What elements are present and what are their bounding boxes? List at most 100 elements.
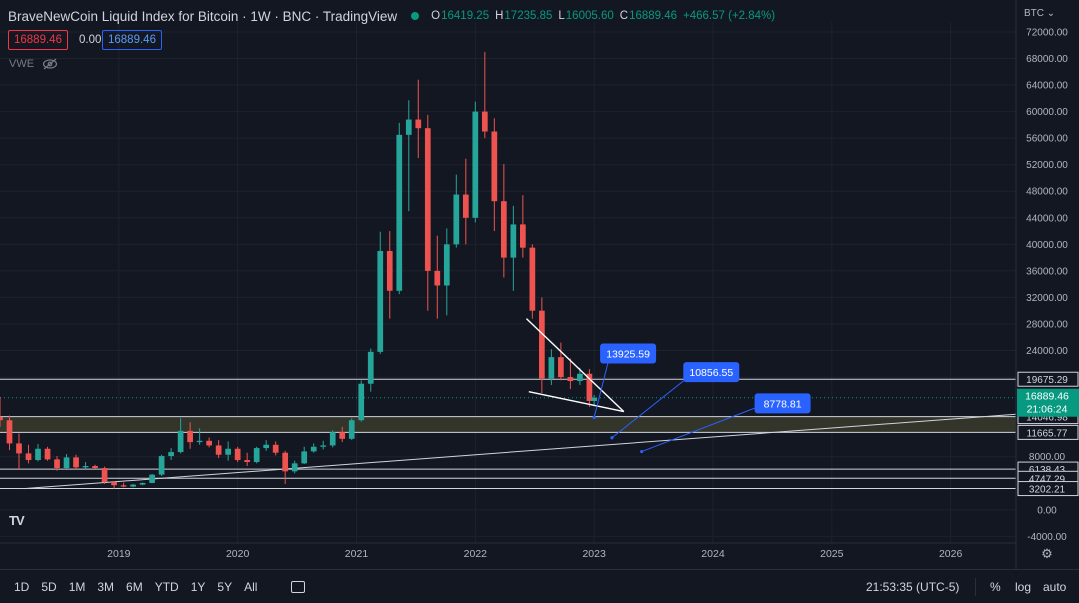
y-tick-label: 36000.00: [1026, 266, 1068, 277]
x-tick-label: 2022: [464, 548, 488, 560]
wedge-upper-line[interactable]: [525, 318, 625, 413]
indicator-legend[interactable]: VWE: [9, 58, 58, 70]
y-tick-label: 52000.00: [1026, 160, 1068, 171]
candle: [329, 432, 336, 446]
level-label: 19675.29: [1026, 375, 1068, 386]
candle: [244, 460, 251, 463]
long-trendline[interactable]: [23, 413, 1017, 490]
y-tick-label: 60000.00: [1026, 107, 1068, 118]
current-price-label: 16889.46: [1025, 391, 1069, 403]
calendar-icon[interactable]: [291, 580, 306, 593]
range-button-all[interactable]: All: [244, 579, 258, 594]
callout-point: [592, 415, 596, 419]
y-tick-label: 44000.00: [1026, 213, 1068, 224]
candle: [263, 444, 270, 449]
y-tick-label: 24000.00: [1026, 346, 1068, 357]
candle: [187, 430, 193, 443]
candle: [120, 485, 127, 487]
callout-point: [610, 436, 614, 440]
level-label: 4747.29: [1029, 474, 1066, 485]
log-toggle[interactable]: log: [1015, 579, 1032, 594]
range-selector: 1D 5D 1M 3M 6M YTD 1Y 5Y All: [8, 580, 263, 594]
x-tick-label: 2020: [226, 548, 250, 560]
candle: [367, 351, 374, 384]
divider: [975, 578, 976, 596]
auto-toggle[interactable]: auto: [1043, 579, 1067, 594]
range-button-1d[interactable]: 1D: [14, 579, 30, 594]
high-value: 17235.85: [504, 10, 553, 22]
callout-box[interactable]: [600, 343, 657, 364]
candle: [443, 244, 450, 286]
x-tick-label: 2024: [701, 548, 725, 560]
candle: [177, 430, 184, 453]
spread-value: 0.00: [79, 34, 102, 46]
candle: [54, 459, 60, 469]
candle: [377, 250, 384, 352]
y-tick-label: 0.00: [1037, 505, 1057, 516]
range-button-5y[interactable]: 5Y: [217, 579, 233, 594]
range-button-ytd[interactable]: YTD: [154, 579, 179, 594]
candle: [577, 373, 583, 382]
candle: [130, 484, 136, 487]
candle: [462, 194, 469, 218]
close-label: C: [619, 10, 629, 22]
candle: [225, 448, 232, 455]
range-button-1m[interactable]: 1M: [68, 579, 86, 594]
bottom-toolbar: 1D 5D 1M 3M 6M YTD 1Y 5Y All 21:53:35 (UTC-5) % …: [0, 569, 1079, 603]
x-tick-label: 2023: [582, 548, 606, 560]
market-status-dot: [411, 12, 420, 20]
y-tick-label: 48000.00: [1026, 187, 1068, 198]
y-tick-label: 8000.00: [1029, 452, 1066, 463]
level-label: 6138.43: [1029, 465, 1066, 476]
candle: [101, 468, 108, 482]
wedge-lower-line[interactable]: [528, 390, 625, 413]
candle: [434, 270, 441, 286]
x-tick-label: 2026: [939, 548, 963, 560]
candle: [0, 416, 3, 421]
candle: [339, 432, 346, 439]
y-tick-label: 32000.00: [1026, 293, 1068, 304]
callout-box[interactable]: [683, 362, 740, 383]
candle: [453, 194, 460, 245]
callout-box[interactable]: [754, 393, 811, 414]
gear-icon[interactable]: ⚙: [1041, 546, 1053, 561]
candle: [320, 445, 327, 447]
chart-title: BraveNewCoin Liquid Index for Bitcoin · …: [8, 8, 398, 24]
callout-leader: [611, 372, 694, 439]
candle: [272, 444, 279, 453]
candle: [301, 451, 308, 464]
clock[interactable]: 21:53:35 (UTC-5): [866, 579, 960, 594]
percent-toggle[interactable]: %: [990, 579, 1001, 594]
range-button-1y[interactable]: 1Y: [190, 579, 206, 594]
candle: [6, 420, 13, 444]
x-tick-label: 2019: [107, 548, 131, 560]
chevron-down-icon: ⌄: [1046, 8, 1056, 19]
y-tick-label: 72000.00: [1026, 27, 1068, 38]
currency-selector[interactable]: BTC ⌄: [1024, 8, 1055, 19]
sell-price-button[interactable]: 16889.46: [8, 30, 68, 50]
range-button-3m[interactable]: 3M: [97, 579, 115, 594]
candle: [424, 128, 431, 271]
candle: [510, 224, 517, 258]
candle: [92, 466, 98, 469]
buy-price-button[interactable]: 16889.46: [102, 30, 162, 50]
tradingview-logo[interactable]: TV: [9, 513, 25, 528]
eye-hidden-icon[interactable]: [42, 58, 58, 70]
candle: [196, 440, 203, 443]
range-button-6m[interactable]: 6M: [126, 579, 143, 594]
open-label: O: [431, 10, 441, 22]
candle: [139, 482, 146, 485]
range-button-5d[interactable]: 5D: [41, 579, 57, 594]
candle: [206, 440, 212, 446]
candle: [586, 373, 593, 401]
y-tick-label: 56000.00: [1026, 134, 1068, 145]
y-tick-label: 64000.00: [1026, 81, 1068, 92]
open-value: 16419.25: [441, 10, 490, 22]
level-label: 11665.77: [1027, 428, 1068, 439]
x-tick-label: 2025: [820, 548, 844, 560]
low-value: 16005.60: [565, 10, 614, 22]
level-label-box: [1017, 424, 1079, 440]
candle: [158, 456, 165, 475]
currency-label: BTC: [1024, 8, 1044, 19]
